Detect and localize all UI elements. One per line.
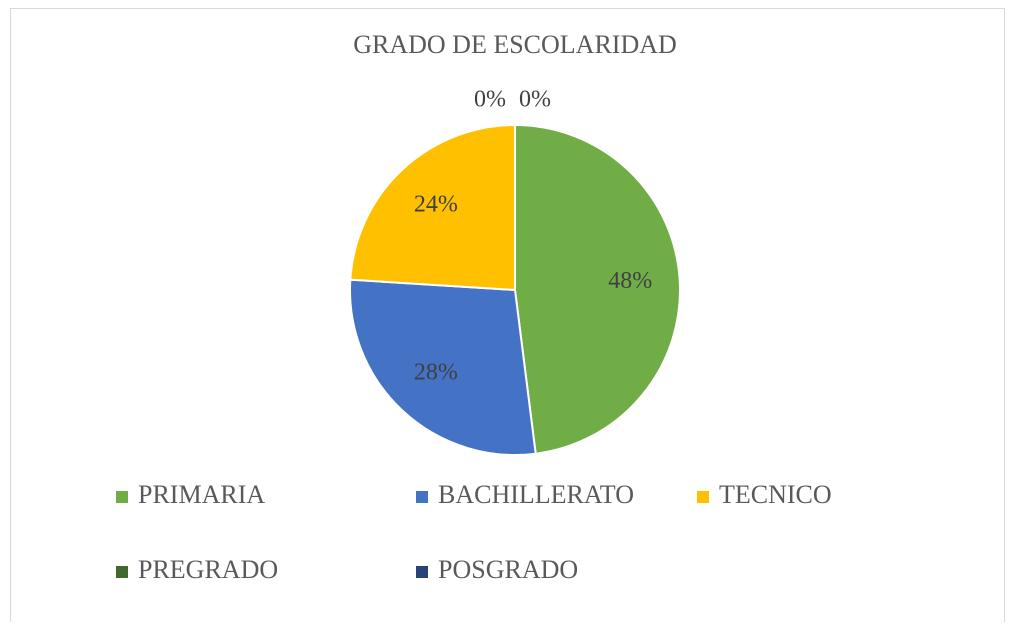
data-label: 28% [414,360,458,386]
data-label: 48% [608,268,652,294]
legend-swatch [416,566,428,578]
data-label: 0% [474,87,506,113]
legend-swatch [116,491,128,503]
legend-label: POSGRADO [438,555,578,584]
legend-swatch [116,566,128,578]
pie-slice [349,278,537,456]
data-label: 24% [414,191,458,217]
pie-slice [349,123,516,292]
pie-slice [514,123,681,455]
data-label: 0% [519,87,551,113]
chart-title: GRADO DE ESCOLARIDAD [353,30,677,59]
legend-label: PRIMARIA [138,480,265,509]
legend-label: TECNICO [719,480,832,509]
legend-swatch [416,491,428,503]
legend-swatch [697,491,709,503]
legend-label: PREGRADO [138,555,278,584]
legend-label: BACHILLERATO [438,480,634,509]
